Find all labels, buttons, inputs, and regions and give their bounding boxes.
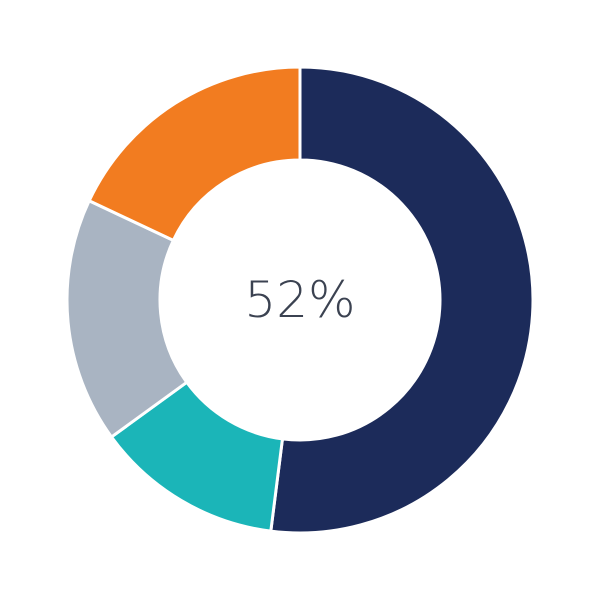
donut-slice-1 — [269, 65, 535, 535]
donut-slice-4 — [87, 65, 302, 243]
